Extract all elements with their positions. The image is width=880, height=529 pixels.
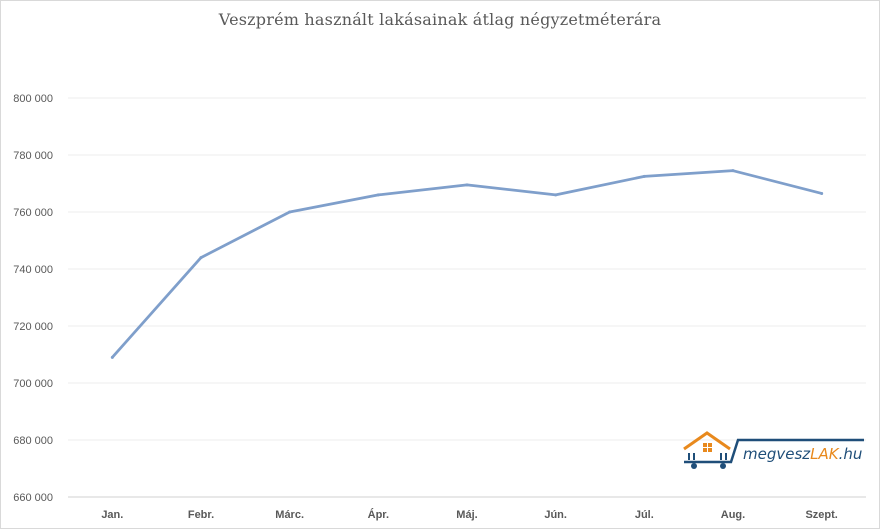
series-layer [110,169,824,359]
data-point [376,193,380,197]
y-tick-label: 680 000 [13,435,53,447]
x-tick-label: Jún. [544,509,567,521]
x-tick-label: Júl. [635,509,654,521]
x-tick-label: Máj. [456,509,477,521]
y-axis-ticks: 660 000 680 000 700 000 720 000 740 000 760 0… [13,93,53,504]
data-point [288,210,292,214]
data-point [820,191,824,195]
x-axis-ticks: Jan. Febr. Márc. Ápr. Máj. Jún. Júl. Aug. Szept. [101,508,838,521]
data-point [642,174,646,178]
x-tick-label: Jan. [101,509,123,521]
logo-text-accent: LAK [810,445,840,463]
data-point [199,256,203,260]
x-tick-label: Febr. [188,509,214,521]
gridlines [68,97,866,498]
y-tick-label: 780 000 [13,150,53,162]
x-tick-label: Szept. [805,509,837,521]
y-tick-label: 660 000 [13,492,53,504]
x-tick-label: Ápr. [368,508,389,521]
y-tick-label: 800 000 [13,93,53,105]
x-tick-label: Márc. [275,509,304,521]
data-point [110,355,114,359]
y-tick-label: 700 000 [13,378,53,390]
logo-text-tail: .hu [839,445,863,463]
megveszlak-logo: megveszLAK.hu [683,431,864,469]
y-tick-label: 760 000 [13,207,53,219]
y-tick-label: 720 000 [13,321,53,333]
data-point [465,183,469,187]
data-point [731,169,735,173]
y-tick-label: 740 000 [13,264,53,276]
chart-title: Veszprém használt lakásainak átlag négyz… [218,10,662,29]
house-cart-icon [683,431,864,469]
logo-text-main: megvesz [743,445,811,463]
series-line [110,169,824,359]
x-tick-label: Aug. [721,509,745,521]
logo-text: megveszLAK.hu [743,445,862,463]
data-point [554,193,558,197]
